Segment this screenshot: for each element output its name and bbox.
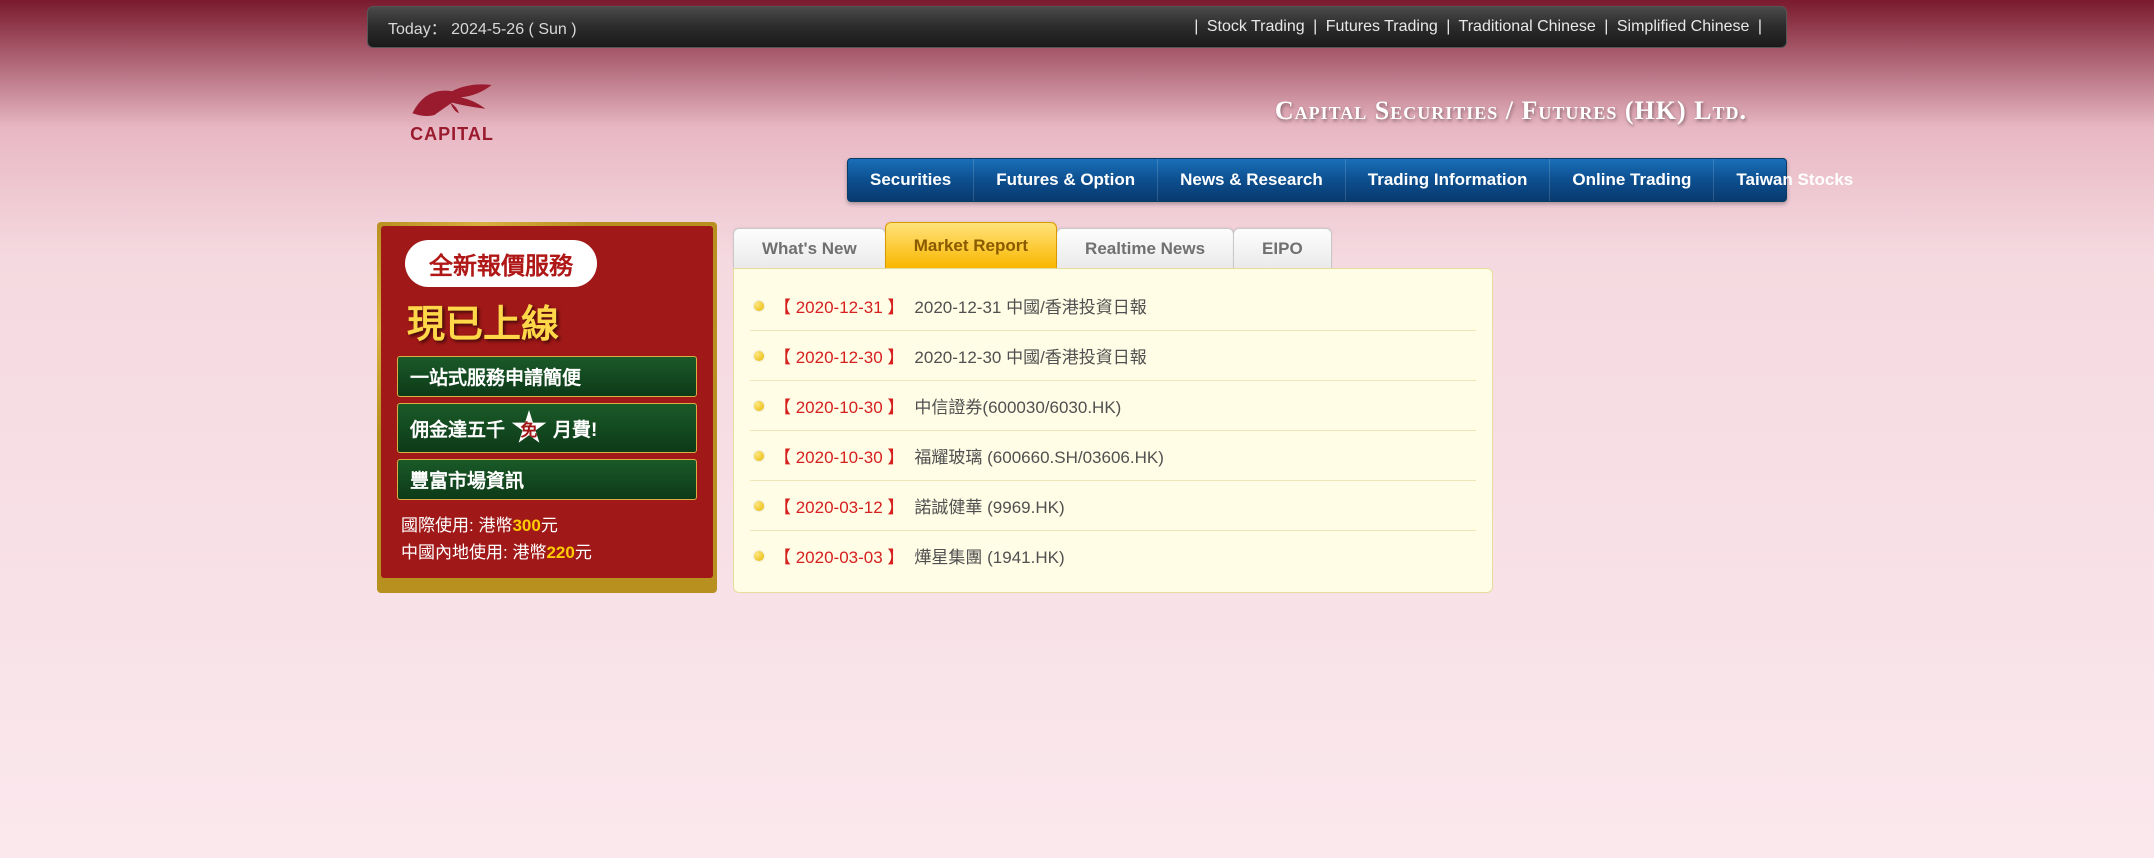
bullet-icon [754, 501, 764, 511]
report-row: 【 2020-12-31 】 2020-12-31 中國/香港投資日報 [750, 281, 1476, 331]
tab-body: 【 2020-12-31 】2020-12-31 中國/香港投資日報【 2020… [733, 268, 1493, 593]
header: CAPITAL Capital Securities / Futures (HK… [367, 48, 1787, 158]
nav-securities[interactable]: Securities [848, 159, 974, 201]
tab-strip: What's New Market Report Realtime News E… [733, 222, 1493, 268]
report-row: 【 2020-03-12 】諾誠健華 (9969.HK) [750, 481, 1476, 531]
tab-whats-new[interactable]: What's New [733, 228, 886, 268]
bullet-icon [754, 551, 764, 561]
promo-banner[interactable]: 全新報價服務 現已上線 一站式服務申請簡便 佣金達五千 免 月費! 豐富市場資訊… [377, 222, 717, 593]
promo-line-1: 一站式服務申請簡便 [397, 356, 697, 397]
report-row: 【 2020-10-30 】中信證券(600030/6030.HK) [750, 381, 1476, 431]
report-date: 【 2020-10-30 】 [774, 393, 904, 418]
promo-headline: 現已上線 [407, 293, 707, 348]
tab-eipo[interactable]: EIPO [1233, 228, 1332, 268]
report-title-link[interactable]: 諾誠健華 (9969.HK) [914, 493, 1064, 518]
top-bar: Today： 2024-5-26 ( Sun ) | Stock Trading… [367, 6, 1787, 48]
promo-footer: 國際使用: 港幣300元 中國內地使用: 港幣220元 [401, 512, 697, 566]
bullet-icon [754, 451, 764, 461]
report-date: 【 2020-03-12 】 [774, 493, 904, 518]
promo-line-3: 豐富市場資訊 [397, 459, 697, 500]
nav-futures-option[interactable]: Futures & Option [974, 159, 1158, 201]
nav-taiwan-stocks[interactable]: Taiwan Stocks [1714, 159, 1875, 201]
report-title-link[interactable]: 中信證券(600030/6030.HK) [914, 393, 1121, 418]
nav-news-research[interactable]: News & Research [1158, 159, 1346, 201]
report-row: 【 2020-10-30 】福耀玻璃 (600660.SH/03606.HK) [750, 431, 1476, 481]
company-name: Capital Securities / Futures (HK) Ltd. [1275, 96, 1747, 126]
bullet-icon [754, 301, 764, 311]
report-title-link[interactable]: 2020-12-31 中國/香港投資日報 [914, 293, 1146, 318]
reports-panel: What's New Market Report Realtime News E… [733, 222, 1493, 593]
topbar-link-stock-trading[interactable]: Stock Trading [1207, 18, 1305, 35]
content-row: 全新報價服務 現已上線 一站式服務申請簡便 佣金達五千 免 月費! 豐富市場資訊… [367, 222, 1787, 593]
report-row: 【 2020-03-03 】燁星集團 (1941.HK) [750, 531, 1476, 580]
nav-online-trading[interactable]: Online Trading [1550, 159, 1714, 201]
report-title-link[interactable]: 2020-12-30 中國/香港投資日報 [914, 343, 1146, 368]
topbar-link-futures-trading[interactable]: Futures Trading [1326, 18, 1438, 35]
report-date: 【 2020-03-03 】 [774, 543, 904, 568]
report-title-link[interactable]: 福耀玻璃 (600660.SH/03606.HK) [914, 443, 1163, 468]
promo-star-icon: 免 [511, 410, 547, 446]
logo-text: CAPITAL [410, 124, 494, 145]
main-nav: Securities Futures & Option News & Resea… [847, 158, 1787, 202]
topbar-link-traditional-chinese[interactable]: Traditional Chinese [1459, 18, 1596, 35]
today-label: Today： [388, 21, 447, 38]
report-date: 【 2020-12-30 】 [774, 343, 904, 368]
nav-trading-information[interactable]: Trading Information [1346, 159, 1551, 201]
today-date: 2024-5-26 ( Sun ) [451, 21, 576, 38]
bullet-icon [754, 401, 764, 411]
today-text: Today： 2024-5-26 ( Sun ) [388, 15, 577, 39]
tab-realtime-news[interactable]: Realtime News [1056, 228, 1234, 268]
promo-line-2: 佣金達五千 免 月費! [397, 403, 697, 453]
topbar-link-simplified-chinese[interactable]: Simplified Chinese [1617, 18, 1750, 35]
logo[interactable]: CAPITAL [407, 78, 497, 145]
logo-bird-icon [407, 78, 497, 122]
report-date: 【 2020-10-30 】 [774, 443, 904, 468]
tab-market-report[interactable]: Market Report [885, 222, 1057, 268]
report-date: 【 2020-12-31 】 [774, 293, 904, 318]
topbar-links: | Stock Trading | Futures Trading | Trad… [1190, 18, 1766, 36]
promo-badge: 全新報價服務 [405, 240, 597, 287]
bullet-icon [754, 351, 764, 361]
promo-badge-text: 全新報價服務 [429, 253, 573, 280]
report-row: 【 2020-12-30 】 2020-12-30 中國/香港投資日報 [750, 331, 1476, 381]
report-title-link[interactable]: 燁星集團 (1941.HK) [914, 543, 1064, 568]
